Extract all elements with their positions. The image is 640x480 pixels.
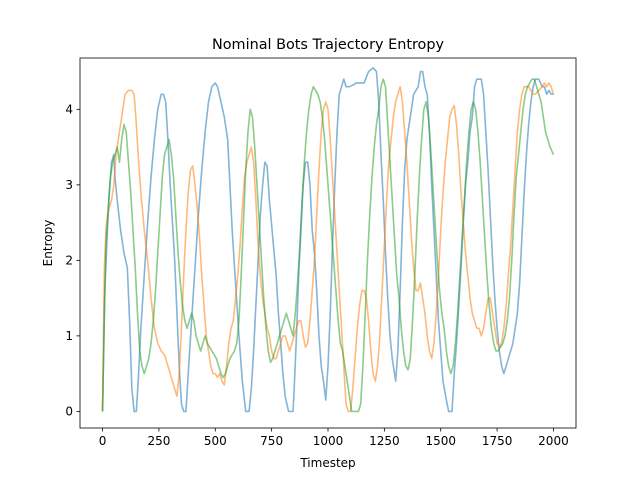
y-axis-ticks: 0 1 2 3 4 <box>65 103 80 419</box>
y-tick-label: 2 <box>65 254 73 268</box>
chart-title: Nominal Bots Trajectory Entropy <box>212 37 445 53</box>
x-axis-ticks: 0 250 500 750 1000 1250 1500 1750 2000 <box>99 428 569 448</box>
x-tick-label: 0 <box>99 434 107 448</box>
x-tick-label: 1250 <box>369 434 400 448</box>
y-tick-label: 0 <box>65 405 73 419</box>
y-tick-label: 1 <box>65 329 73 343</box>
x-tick-label: 1750 <box>482 434 513 448</box>
x-tick-label: 1000 <box>313 434 344 448</box>
x-tick-label: 1500 <box>425 434 456 448</box>
series-line-3 <box>101 78 555 413</box>
x-axis-label: Timestep <box>299 456 355 470</box>
y-tick-label: 3 <box>65 178 73 192</box>
x-tick-label: 2000 <box>538 434 569 448</box>
y-axis-label: Entropy <box>41 220 55 267</box>
series-layer <box>101 67 555 413</box>
series-line-2 <box>101 82 555 413</box>
x-tick-label: 500 <box>204 434 227 448</box>
series-line-1 <box>101 67 554 413</box>
x-tick-label: 750 <box>260 434 283 448</box>
x-tick-label: 250 <box>147 434 170 448</box>
y-tick-label: 4 <box>65 103 73 117</box>
